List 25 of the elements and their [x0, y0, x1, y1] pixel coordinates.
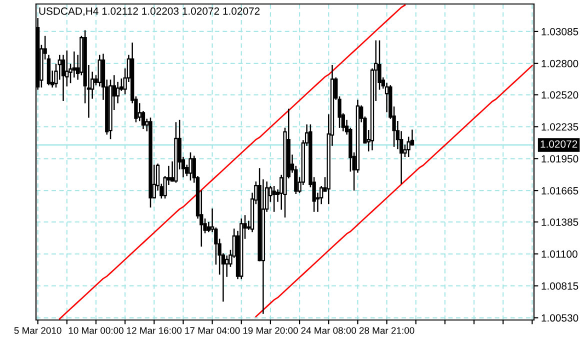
candlestick	[61, 54, 66, 101]
x-tick-label: 19 Mar 20:00	[243, 327, 298, 334]
candlestick	[174, 122, 178, 183]
x-tick-label: 5 Mar 2010	[14, 327, 62, 334]
y-tick-label: 1.03085	[542, 28, 578, 36]
x-tick-label: 28 Mar 21:00	[359, 327, 414, 334]
x-tick-label: 12 Mar 16:00	[127, 327, 182, 334]
y-tick-label: 1.01385	[542, 218, 578, 226]
y-tick-label: 1.02800	[542, 60, 578, 68]
y-tick-label: 1.01950	[542, 155, 578, 163]
y-tick-label: 1.01100	[542, 250, 578, 258]
y-tick-label: 1.02520	[542, 91, 578, 99]
candlestick	[148, 118, 152, 208]
candlestick	[188, 152, 192, 181]
x-tick-label: 24 Mar 08:00	[301, 327, 356, 334]
ref-line-label: 1.02072	[540, 140, 578, 148]
y-tick-label: 1.02235	[542, 123, 578, 131]
y-tick-label: 1.00530	[542, 314, 578, 322]
y-tick-label: 1.01665	[542, 187, 578, 194]
x-tick-label: 17 Mar 04:00	[185, 327, 240, 334]
chart-title: USDCAD,H4 1.02112 1.02203 1.02072 1.02072	[39, 7, 260, 16]
y-tick-label: 1.00815	[542, 282, 578, 290]
candlestick	[240, 218, 244, 280]
line-series	[255, 64, 533, 318]
x-tick-label: 10 Mar 00:00	[68, 327, 124, 334]
